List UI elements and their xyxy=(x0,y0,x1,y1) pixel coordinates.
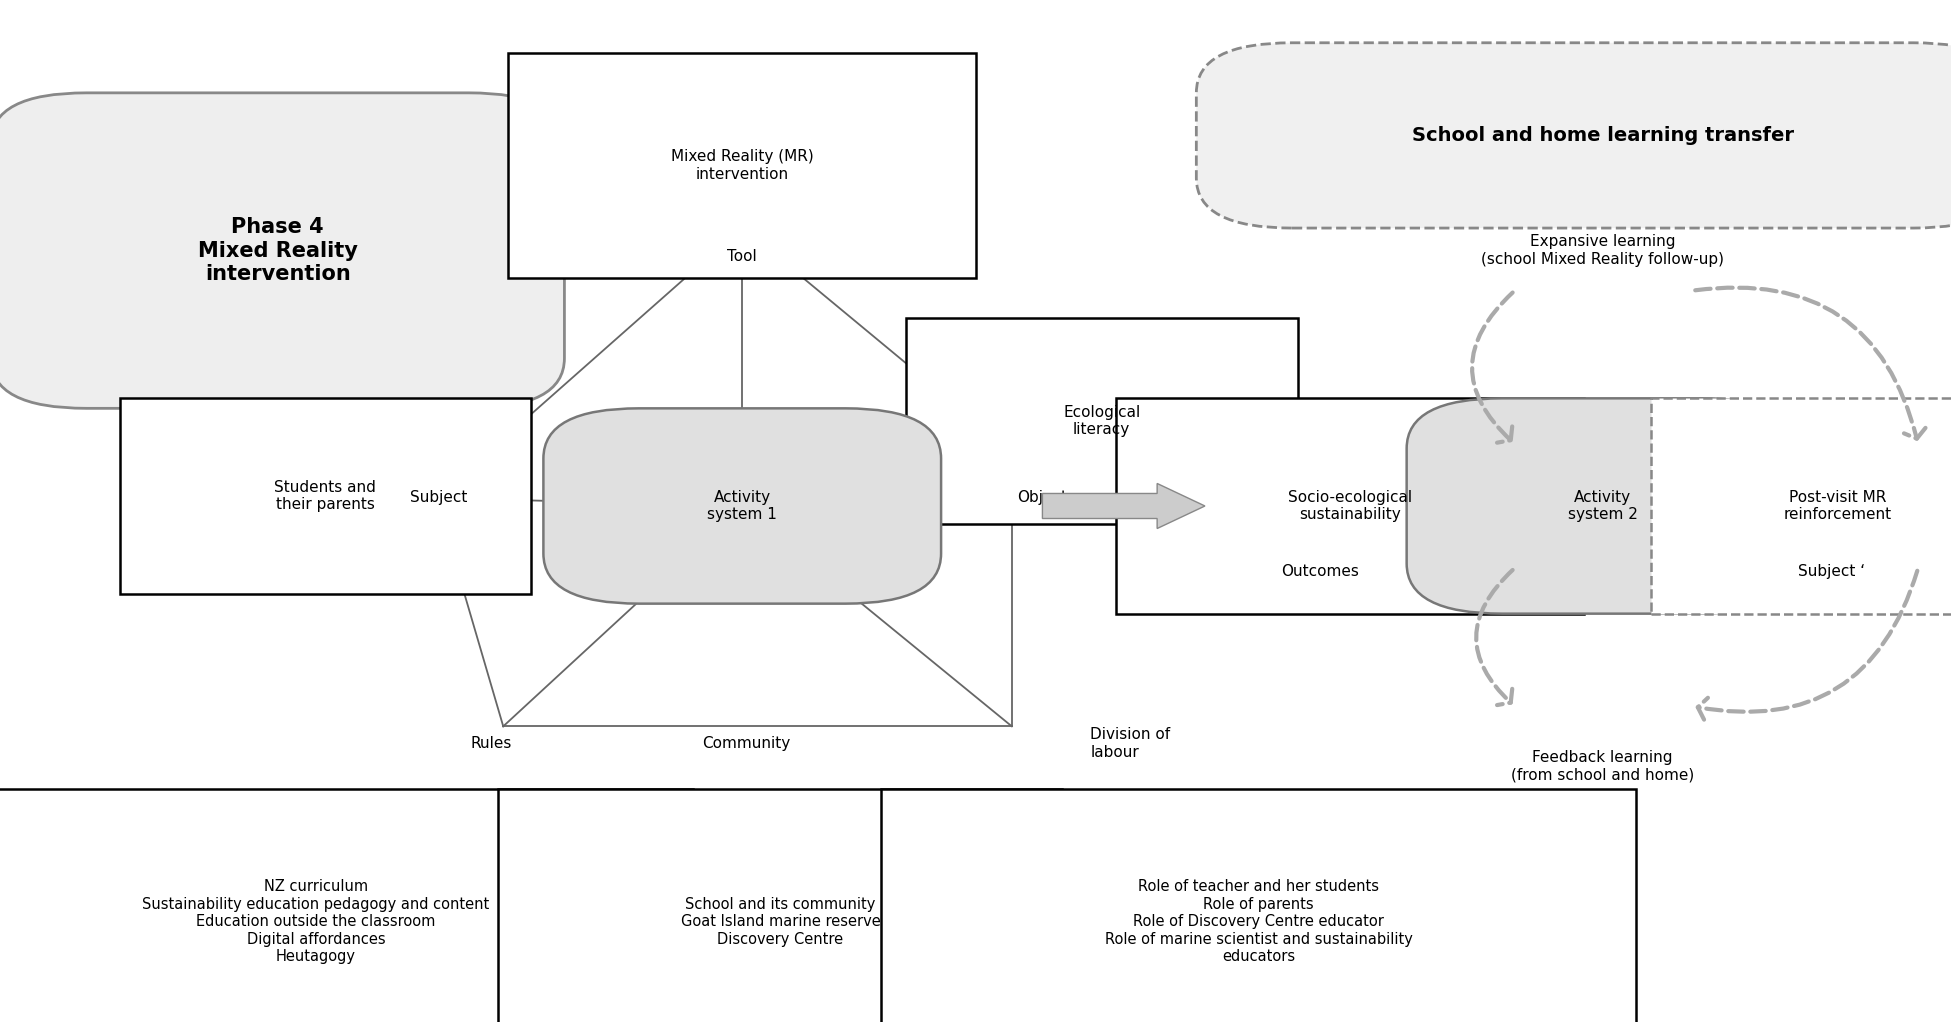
Text: Tool: Tool xyxy=(728,249,757,264)
FancyBboxPatch shape xyxy=(1196,43,1951,228)
FancyBboxPatch shape xyxy=(0,789,693,1022)
Text: Division of
labour: Division of labour xyxy=(1091,728,1171,759)
Text: Community: Community xyxy=(702,736,790,751)
Text: Activity
system 1: Activity system 1 xyxy=(708,490,776,522)
Text: School and its community
Goat Island marine reserve
Discovery Centre: School and its community Goat Island mar… xyxy=(681,896,880,946)
FancyBboxPatch shape xyxy=(1116,399,1584,613)
Text: Ecological
literacy: Ecological literacy xyxy=(1063,405,1139,437)
Text: Mixed Reality (MR)
intervention: Mixed Reality (MR) intervention xyxy=(671,149,814,182)
FancyBboxPatch shape xyxy=(507,53,976,278)
FancyBboxPatch shape xyxy=(905,318,1297,523)
Text: Subject: Subject xyxy=(410,491,466,506)
FancyBboxPatch shape xyxy=(119,399,531,594)
Text: Socio-ecological
sustainability: Socio-ecological sustainability xyxy=(1288,490,1413,522)
Text: Role of teacher and her students
Role of parents
Role of Discovery Centre educat: Role of teacher and her students Role of… xyxy=(1104,879,1413,964)
FancyBboxPatch shape xyxy=(880,789,1637,1022)
Text: Subject ‘: Subject ‘ xyxy=(1797,563,1865,578)
Text: Expansive learning
(school Mixed Reality follow-up): Expansive learning (school Mixed Reality… xyxy=(1481,234,1725,267)
Text: Feedback learning
(from school and home): Feedback learning (from school and home) xyxy=(1510,750,1693,783)
Text: Students and
their parents: Students and their parents xyxy=(275,479,377,512)
FancyBboxPatch shape xyxy=(544,409,940,604)
FancyBboxPatch shape xyxy=(1407,399,1799,613)
Text: School and home learning transfer: School and home learning transfer xyxy=(1413,126,1793,145)
FancyBboxPatch shape xyxy=(1651,399,1951,613)
Text: NZ curriculum
Sustainability education pedagogy and content
Education outside th: NZ curriculum Sustainability education p… xyxy=(142,879,490,964)
FancyArrow shape xyxy=(1042,483,1206,528)
FancyBboxPatch shape xyxy=(0,93,564,409)
Text: Post-visit MR
reinforcement: Post-visit MR reinforcement xyxy=(1783,490,1892,522)
Text: Object: Object xyxy=(1018,491,1067,506)
Text: Outcomes: Outcomes xyxy=(1282,563,1360,578)
FancyBboxPatch shape xyxy=(498,789,1063,1022)
Text: Activity
system 2: Activity system 2 xyxy=(1569,490,1637,522)
Text: Rules: Rules xyxy=(470,736,511,751)
Text: Phase 4
Mixed Reality
intervention: Phase 4 Mixed Reality intervention xyxy=(197,218,357,284)
